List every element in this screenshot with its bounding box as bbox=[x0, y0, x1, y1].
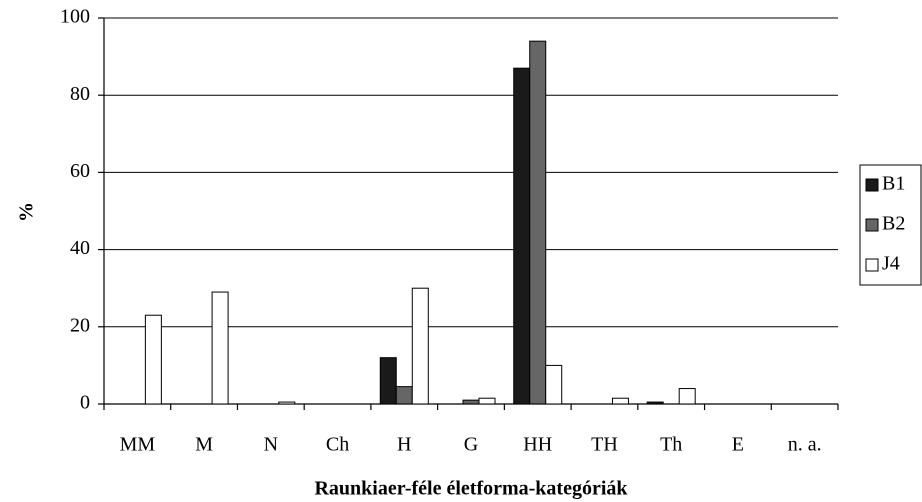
bar bbox=[379, 357, 397, 405]
legend-swatch bbox=[865, 218, 879, 232]
bar bbox=[678, 388, 696, 405]
y-tick-label: 40 bbox=[70, 237, 90, 259]
bar bbox=[529, 40, 547, 405]
x-tick-label: M bbox=[195, 434, 213, 456]
x-tick-label: n. a. bbox=[788, 434, 822, 456]
bar bbox=[611, 397, 629, 405]
x-tick-label: Th bbox=[660, 434, 682, 456]
y-tick-label: 100 bbox=[60, 6, 90, 28]
bar bbox=[395, 386, 413, 405]
x-tick-label: G bbox=[464, 434, 478, 456]
legend-label: B2 bbox=[882, 213, 905, 235]
legend-swatch bbox=[865, 258, 879, 272]
x-tick-label: Ch bbox=[326, 434, 349, 456]
bar bbox=[144, 314, 162, 405]
y-axis-title: % bbox=[16, 202, 38, 222]
bar bbox=[513, 67, 531, 405]
x-tick-label: TH bbox=[591, 434, 618, 456]
bar bbox=[545, 364, 563, 405]
bar bbox=[462, 399, 480, 405]
x-tick-label: H bbox=[397, 434, 411, 456]
legend-swatch bbox=[865, 178, 879, 192]
bar bbox=[646, 401, 664, 405]
x-tick-label: E bbox=[732, 434, 744, 456]
x-tick-label: HH bbox=[523, 434, 552, 456]
bar bbox=[278, 401, 296, 405]
y-tick-label: 0 bbox=[80, 392, 90, 414]
y-tick-label: 20 bbox=[70, 314, 90, 336]
y-tick-label: 80 bbox=[70, 83, 90, 105]
legend-label: B1 bbox=[882, 173, 905, 195]
bar bbox=[411, 287, 429, 405]
bar bbox=[478, 397, 496, 405]
legend-label: J4 bbox=[882, 253, 900, 275]
y-tick-label: 60 bbox=[70, 160, 90, 182]
x-axis-title: Raunkiaer-féle életforma-kategóriák bbox=[314, 478, 628, 500]
x-tick-label: MM bbox=[120, 434, 156, 456]
x-tick-label: N bbox=[264, 434, 278, 456]
bar bbox=[211, 291, 229, 405]
